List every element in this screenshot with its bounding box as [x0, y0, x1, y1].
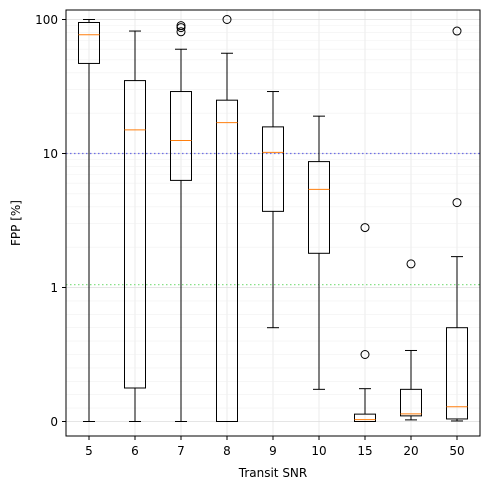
box-iqr [446, 327, 468, 420]
box-iqr [170, 91, 192, 181]
reference-lines [66, 152, 480, 286]
outlier-point [406, 259, 416, 269]
box-group-7 [170, 21, 192, 422]
box-iqr [262, 126, 284, 212]
box-iqr [216, 99, 238, 423]
box-group-10 [308, 115, 330, 390]
box-group-5 [78, 19, 100, 422]
box-iqr [124, 80, 146, 389]
outlier-point [452, 26, 462, 36]
y-tick-label: 10 [43, 147, 58, 161]
box-group-50 [446, 26, 468, 422]
x-tick-label: 15 [357, 444, 372, 458]
box-iqr [400, 388, 422, 417]
x-tick-label: 8 [223, 444, 231, 458]
x-tick-label: 9 [269, 444, 277, 458]
outlier-point [452, 198, 462, 208]
box-group-9 [262, 91, 284, 329]
x-tick-label: 7 [177, 444, 185, 458]
boxes-layer [78, 15, 468, 423]
x-tick-label: 50 [449, 444, 464, 458]
y-axis-label: FPP [%] [9, 200, 23, 246]
y-tick-label: 1 [50, 281, 58, 295]
outlier-point [222, 15, 232, 24]
x-tick-label: 6 [131, 444, 139, 458]
box-iqr [78, 21, 100, 64]
box-group-6 [124, 30, 146, 422]
y-axis-ticks: 0 1 10 100 [35, 13, 66, 429]
x-tick-label: 10 [311, 444, 326, 458]
x-tick-label: 20 [403, 444, 418, 458]
x-tick-label: 5 [85, 444, 93, 458]
box-group-20 [400, 259, 422, 421]
y-tick-label: 100 [35, 13, 58, 27]
box-iqr [354, 413, 376, 423]
outlier-point [176, 21, 186, 31]
y-tick-label: 0 [50, 415, 58, 429]
outlier-point [360, 350, 370, 359]
outlier-point [176, 27, 186, 37]
box-iqr [308, 161, 330, 254]
outlier-point [360, 223, 370, 233]
box-group-8 [216, 15, 238, 423]
x-axis-label: Transit SNR [238, 466, 308, 480]
box-group-15 [354, 223, 376, 423]
x-axis-ticks: 5 6 7 8 9 10 15 20 50 [85, 436, 465, 458]
